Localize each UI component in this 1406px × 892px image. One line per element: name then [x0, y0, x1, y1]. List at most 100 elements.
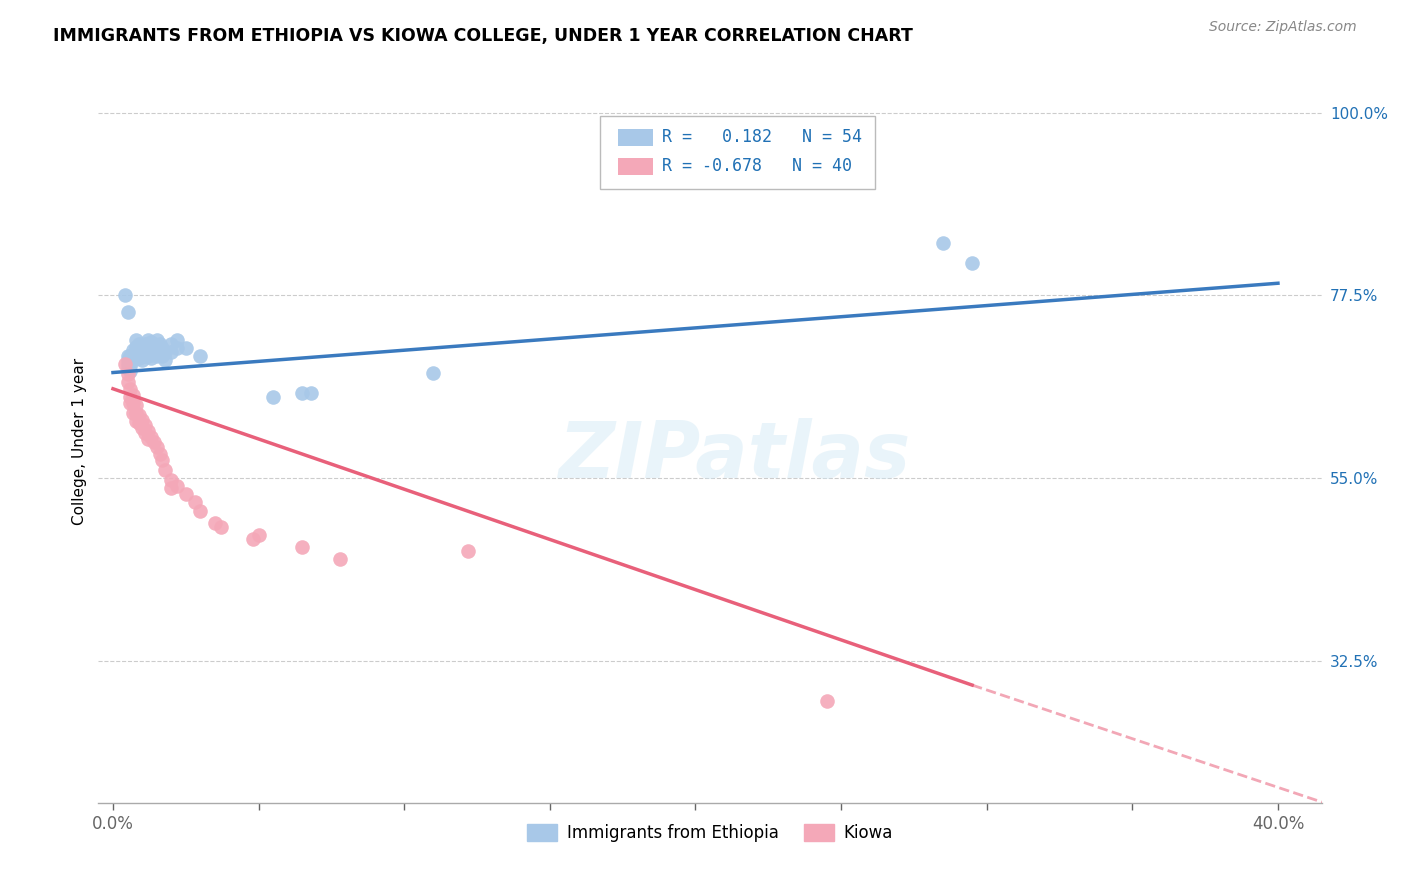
Point: [117, 304, 139, 318]
Point: [183, 495, 205, 509]
Text: R = -0.678   N = 40: R = -0.678 N = 40: [662, 157, 852, 175]
Point: [160, 345, 183, 359]
Point: [125, 414, 148, 428]
Point: [166, 479, 188, 493]
Point: [166, 341, 188, 355]
Point: [117, 361, 139, 376]
Point: [142, 434, 165, 449]
Point: [134, 426, 156, 441]
Point: [166, 333, 188, 347]
Point: [120, 390, 142, 404]
Point: [122, 343, 145, 357]
Point: [329, 552, 352, 566]
Point: [125, 345, 148, 359]
Point: [117, 367, 139, 381]
Point: [142, 337, 165, 351]
Point: [131, 341, 153, 355]
Legend: Immigrants from Ethiopia, Kiowa: Immigrants from Ethiopia, Kiowa: [520, 817, 900, 848]
Point: [117, 358, 139, 372]
Point: [131, 421, 153, 435]
Point: [122, 353, 145, 368]
Point: [128, 416, 150, 430]
Point: [136, 349, 159, 363]
FancyBboxPatch shape: [619, 158, 652, 175]
Point: [155, 345, 177, 359]
Point: [155, 463, 177, 477]
Point: [134, 337, 156, 351]
Point: [120, 353, 142, 368]
Point: [120, 364, 142, 378]
Text: IMMIGRANTS FROM ETHIOPIA VS KIOWA COLLEGE, UNDER 1 YEAR CORRELATION CHART: IMMIGRANTS FROM ETHIOPIA VS KIOWA COLLEG…: [53, 27, 914, 45]
Point: [815, 694, 838, 708]
Point: [139, 430, 162, 444]
Point: [122, 396, 145, 410]
Point: [120, 396, 142, 410]
Point: [128, 408, 150, 422]
Point: [136, 340, 159, 354]
Point: [114, 358, 136, 372]
Point: [120, 382, 142, 396]
Point: [136, 424, 159, 438]
Point: [145, 341, 167, 355]
Point: [188, 503, 212, 517]
Point: [188, 349, 212, 363]
Point: [122, 349, 145, 363]
Point: [117, 353, 139, 368]
Point: [134, 343, 156, 357]
Point: [125, 333, 148, 347]
Point: [117, 376, 139, 390]
Point: [131, 348, 153, 362]
Y-axis label: College, Under 1 year: College, Under 1 year: [72, 358, 87, 525]
Point: [291, 540, 314, 554]
Point: [149, 447, 172, 461]
Point: [120, 349, 142, 363]
Point: [174, 341, 197, 355]
Point: [209, 520, 232, 534]
Point: [128, 345, 150, 359]
Point: [117, 349, 139, 363]
Point: [155, 353, 177, 368]
Point: [139, 341, 162, 355]
Point: [174, 487, 197, 501]
Point: [152, 453, 174, 467]
Point: [131, 412, 153, 426]
Point: [160, 337, 183, 351]
Point: [136, 333, 159, 347]
Point: [125, 340, 148, 354]
Point: [125, 398, 148, 412]
Point: [134, 418, 156, 433]
Point: [160, 481, 183, 495]
Point: [247, 528, 270, 542]
Point: [125, 406, 148, 420]
Text: R =   0.182   N = 54: R = 0.182 N = 54: [662, 128, 862, 146]
FancyBboxPatch shape: [600, 117, 875, 189]
Point: [145, 333, 167, 347]
Point: [262, 390, 284, 404]
Point: [242, 532, 264, 546]
Point: [149, 345, 172, 359]
Point: [204, 516, 226, 530]
Point: [960, 256, 983, 270]
Point: [128, 337, 150, 351]
Point: [120, 359, 142, 373]
Point: [149, 337, 172, 351]
Text: Source: ZipAtlas.com: Source: ZipAtlas.com: [1209, 20, 1357, 34]
Point: [299, 385, 322, 400]
Point: [136, 432, 159, 446]
Point: [142, 345, 165, 359]
Point: [122, 388, 145, 402]
Point: [932, 235, 955, 250]
Point: [134, 349, 156, 363]
Point: [457, 544, 479, 558]
Point: [139, 351, 162, 365]
Point: [139, 334, 162, 349]
Point: [145, 349, 167, 363]
Point: [131, 353, 153, 368]
Point: [152, 349, 174, 363]
Point: [145, 440, 167, 454]
Point: [291, 385, 314, 400]
Point: [128, 351, 150, 365]
Text: ZIPatlas: ZIPatlas: [558, 418, 911, 494]
FancyBboxPatch shape: [619, 128, 652, 146]
Point: [160, 473, 183, 487]
